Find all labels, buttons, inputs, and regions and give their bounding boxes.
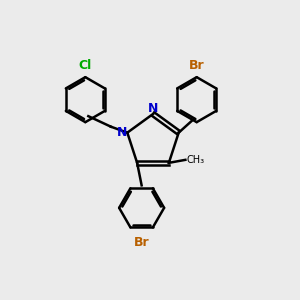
Text: CH₃: CH₃ bbox=[187, 155, 205, 165]
Text: N: N bbox=[148, 102, 158, 115]
Text: N: N bbox=[117, 126, 127, 139]
Text: Br: Br bbox=[189, 59, 205, 72]
Text: Cl: Cl bbox=[79, 59, 92, 72]
Text: Br: Br bbox=[134, 236, 149, 249]
